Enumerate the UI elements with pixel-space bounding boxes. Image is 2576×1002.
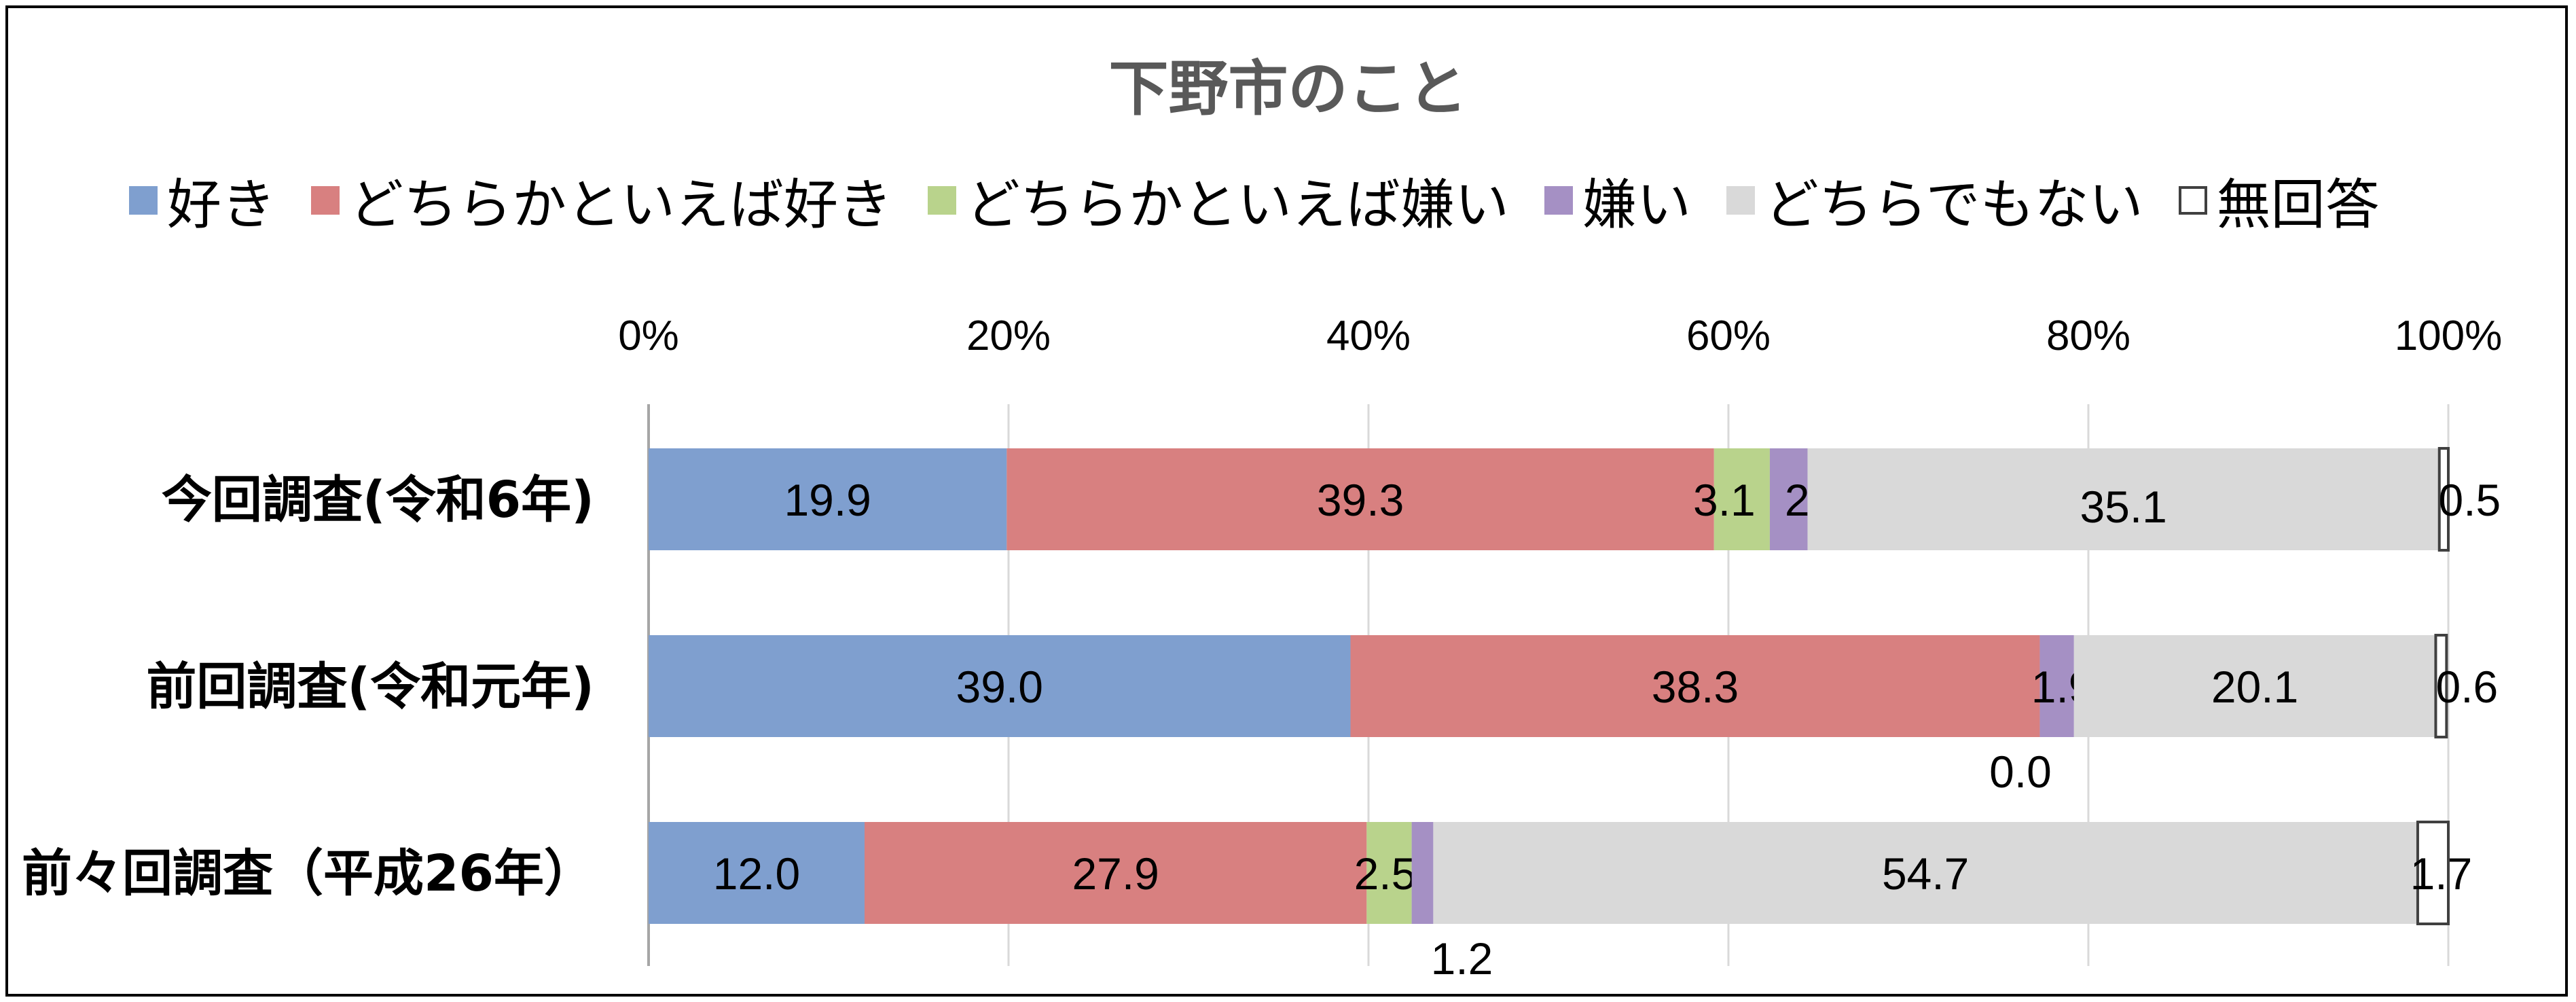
legend-swatch <box>1726 186 1755 215</box>
bar-segment <box>1411 822 1434 924</box>
x-tick-label: 40% <box>1326 312 1411 359</box>
x-tick-label: 100% <box>2395 312 2503 359</box>
legend-swatch <box>129 186 158 215</box>
legend-item: 好き <box>129 161 276 240</box>
category-label: 前々回調査（平成26年） <box>22 844 594 903</box>
bar-segment <box>865 822 1367 924</box>
x-tick-label: 0% <box>618 312 679 359</box>
data-label: 1.2 <box>1431 933 1493 984</box>
data-label: 20.1 <box>2211 662 2298 712</box>
data-label: 35.1 <box>2080 482 2166 532</box>
legend-item: どちらでもない <box>1726 161 2143 240</box>
data-label: 3.1 <box>1693 475 1756 525</box>
bar-segment <box>2437 447 2450 552</box>
data-label: 0.5 <box>2439 475 2501 525</box>
legend-item: どちらかといえば好き <box>311 161 892 240</box>
chart-legend: 好き どちらかといえば好き どちらかといえば嫌い 嫌い どちらでもない 無回答 <box>129 163 2415 238</box>
data-label: 2.5 <box>1354 848 1417 899</box>
data-label: 0.0 <box>1989 747 2052 797</box>
category-label: 今回調査(令和6年) <box>162 471 594 529</box>
bar-segment <box>649 822 865 924</box>
legend-swatch <box>1544 186 1573 215</box>
chart-title: 下野市のこと <box>1108 54 1468 124</box>
data-label: 0.6 <box>2436 662 2499 712</box>
x-tick-label: 20% <box>966 312 1051 359</box>
category-label: 前回調査(令和元年) <box>146 658 594 716</box>
legend-swatch <box>2178 186 2207 215</box>
legend-label: どちらかといえば好き <box>349 173 892 236</box>
bar-segment <box>2039 635 2074 737</box>
x-tick-label: 80% <box>2046 312 2130 359</box>
legend-label: 無回答 <box>2216 173 2380 236</box>
data-label: 39.3 <box>1317 475 1404 525</box>
bar-segment <box>1433 822 2418 924</box>
bar-segment <box>2434 634 2448 738</box>
data-label: 39.0 <box>956 662 1043 712</box>
legend-item: 嫌い <box>1544 161 1691 240</box>
data-label: 27.9 <box>1072 848 1159 899</box>
legend-label: どちらかといえば嫌い <box>966 173 1509 236</box>
bar-segment <box>1006 448 1714 550</box>
data-label: 12.0 <box>713 848 800 899</box>
legend-swatch <box>311 186 340 215</box>
bar-segment <box>649 635 1351 737</box>
bar-segment <box>1713 448 1770 550</box>
bar-segment <box>2073 635 2436 737</box>
legend-swatch <box>928 186 956 215</box>
legend-label: 嫌い <box>1582 173 1691 236</box>
bar-segment <box>1350 635 2040 737</box>
bar-segment <box>649 448 1007 550</box>
data-label: 19.9 <box>784 475 871 525</box>
legend-label: どちらでもない <box>1764 173 2143 236</box>
legend-item: 無回答 <box>2178 161 2380 240</box>
data-label: 1.7 <box>2410 848 2473 899</box>
legend-item: どちらかといえば嫌い <box>928 161 1509 240</box>
bar-segment <box>1807 448 2439 550</box>
bar-segment <box>1366 822 1412 924</box>
data-label: 54.7 <box>1882 848 1969 899</box>
data-label: 38.3 <box>1652 662 1739 712</box>
bar-segment <box>1769 448 1808 550</box>
x-tick-label: 60% <box>1686 312 1771 359</box>
legend-label: 好き <box>167 173 276 236</box>
bar-segment <box>2416 821 2450 925</box>
